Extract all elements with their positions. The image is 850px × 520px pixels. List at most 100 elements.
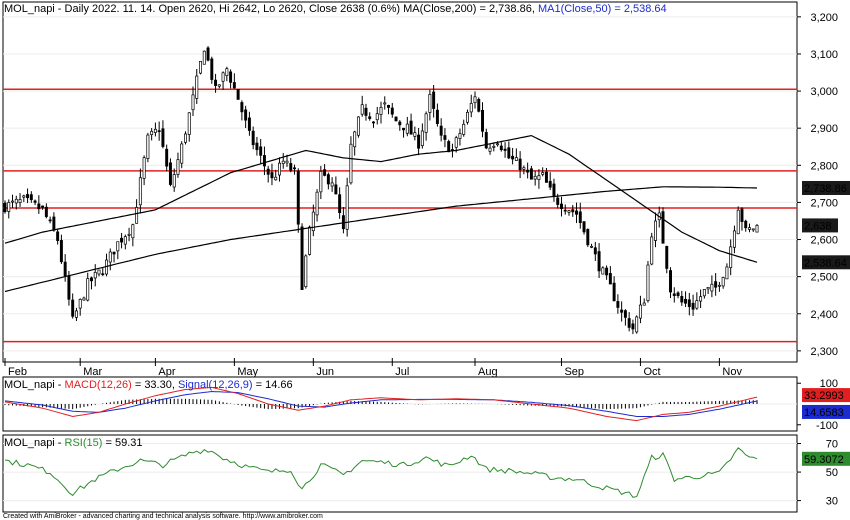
candle-body [751,228,755,231]
candle-body [729,246,733,268]
rsi-y-tick-label: 30 [826,496,838,508]
candle-body [394,116,398,122]
candle-body [168,162,172,185]
candle-body [311,211,315,232]
candle-body [120,237,124,243]
candle-body [116,241,120,252]
candle-body [699,296,703,302]
candle-body [691,302,695,310]
candle-body [514,157,518,161]
candle-body [593,247,597,255]
candle-body [244,109,248,121]
price-tag-label: 2,538.64 [804,257,847,269]
candle-body [131,224,135,239]
x-axis-tick-label: Aug [478,366,498,378]
candle-body [255,142,259,151]
candle-body [323,169,327,176]
candle-body [90,277,93,282]
candle-body [435,109,439,124]
macd-symbol-label: MOL_napi - [4,379,65,391]
candle-body [304,255,308,288]
candle-body [236,89,240,100]
candle-body [642,302,646,306]
candle-body [665,245,669,269]
footer-credit: Created with AmiBroker - advanced charti… [3,513,323,520]
candle-body [232,82,236,89]
candle-body [646,264,650,302]
candle-body [717,284,721,287]
candle-body [541,172,545,175]
price-tag-label-bg [802,255,850,270]
candle-body [548,180,552,188]
price-grid [3,16,797,352]
candle-body [684,298,688,304]
candle-body [93,272,97,279]
candle-body [552,183,556,197]
candle-body [405,123,409,134]
rsi-y-axis: 70 50 30 [797,439,838,508]
candle-body [56,231,60,241]
candle-body [210,58,214,80]
candle-body [191,94,195,111]
candle-body [507,147,511,159]
signal-legend-label: Signal(12,26,9) [178,379,253,391]
price-pane-frame [2,1,798,363]
price-y-tick-label: 2,300 [810,346,838,358]
candle-body [620,309,624,313]
candle-body [153,128,157,133]
candle-body [281,160,285,164]
candle-body [744,220,748,229]
candle-body [251,130,255,146]
candle-body [349,143,353,184]
candle-body [86,278,90,301]
macd-y-tick-label: -100 [816,420,838,432]
candle-body [590,245,594,248]
candle-body [278,162,281,176]
macd-tag-label-bg [802,388,850,403]
candle-body [142,157,146,179]
candle-body [582,221,586,233]
candle-body [199,61,202,74]
candle-body [356,116,360,136]
x-axis-tick-label: Jun [316,366,334,378]
price-y-tick-label: 3,000 [810,86,838,98]
candle-body [736,209,740,235]
candle-body [112,251,116,255]
candle-body [127,233,131,236]
price-y-tick-label: 2,800 [810,160,838,172]
x-axis-tick-label: Nov [722,366,742,378]
candle-body [330,182,334,187]
rsi-symbol-label: MOL_napi - [4,437,65,449]
candle-body [492,145,496,148]
candle-body [706,287,710,290]
candle-body [387,104,390,108]
price-tag-label: 2,638 [804,220,832,232]
candle-body [417,134,421,149]
candle-body [78,298,82,309]
price-y-tick-label: 3,200 [810,12,838,24]
candle-body [616,301,620,308]
candle-body [180,143,184,164]
candle-body [285,160,289,164]
candle-body [157,130,161,133]
candle-body [488,147,492,152]
rsi-tag-label-bg [802,451,850,466]
candle-body [165,148,169,167]
macd-pane: 100 -100 33.2993 14.6583 MOL_napi - MACD(1… [2,376,850,432]
x-axis-tick-label: Apr [158,366,175,378]
candle-body [364,107,368,116]
candle-body [402,127,406,131]
candle-body [3,202,7,213]
candle-body [544,171,548,183]
candle-body [533,175,537,180]
candle-body [477,98,481,112]
price-y-tick-label: 2,700 [810,197,838,209]
rsi-pane-title: MOL_napi - RSI(15) = 59.31 [4,437,143,449]
candle-body [195,75,199,99]
rsi-tag-label: 59.3072 [804,454,844,466]
rsi-value-tags: 59.3072 [802,451,850,466]
candle-body [526,169,530,173]
candle-body [135,207,139,224]
candle-body [41,205,45,208]
candle-body [262,155,266,167]
